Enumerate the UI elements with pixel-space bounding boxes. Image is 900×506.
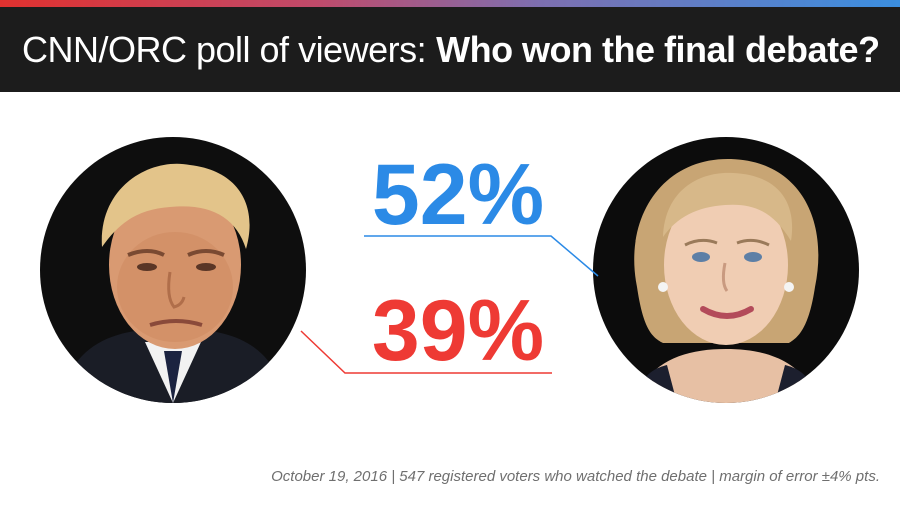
percentage-label-2: 39% bbox=[372, 283, 544, 379]
left-portrait-illustration bbox=[40, 137, 306, 403]
connector-line-1 bbox=[364, 235, 599, 277]
title-lead: CNN/ORC poll of viewers: bbox=[22, 28, 427, 70]
header-bar: CNN/ORC poll of viewers: Who won the fin… bbox=[0, 7, 900, 92]
title-question: Who won the final debate? bbox=[436, 28, 880, 70]
right-portrait-illustration bbox=[593, 137, 859, 403]
left-candidate-portrait bbox=[40, 137, 306, 403]
right-candidate-portrait bbox=[593, 137, 859, 403]
footer-note: October 19, 2016 | 547 registered voters… bbox=[271, 468, 880, 485]
top-accent-stripe bbox=[0, 0, 900, 7]
connector-line-2 bbox=[300, 330, 552, 374]
percentage-label-1: 52% bbox=[372, 147, 544, 243]
